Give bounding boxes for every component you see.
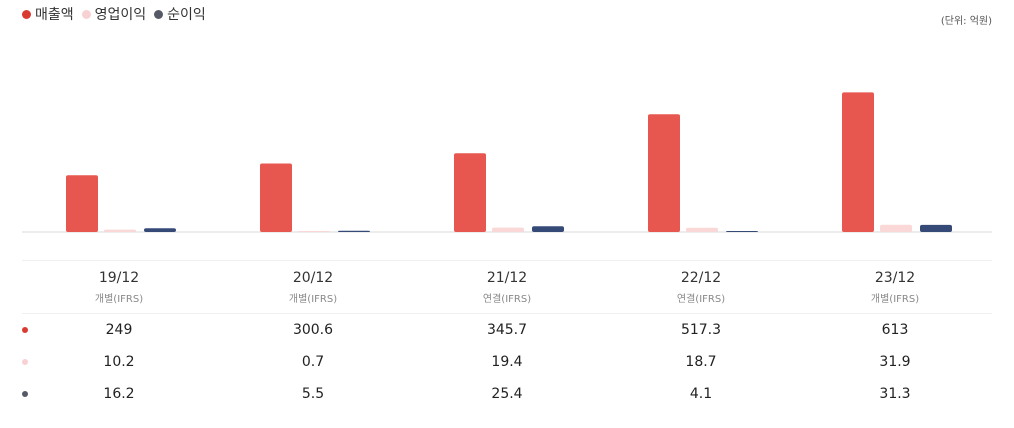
bar-0-21-12[interactable] xyxy=(454,153,486,232)
value-cell: 25.4 xyxy=(491,386,523,402)
chart-legend: 매출액 영업이익 순이익 xyxy=(22,4,206,24)
period-label: 21/12 xyxy=(486,270,528,286)
legend-label-net-income: 순이익 xyxy=(167,7,206,23)
legend-dot-revenue xyxy=(22,9,31,19)
bar-2-22-12[interactable] xyxy=(726,231,758,232)
bar-0-20-12[interactable] xyxy=(260,163,292,232)
bar-0-22-12[interactable] xyxy=(648,114,680,232)
legend-dot-net-income xyxy=(154,9,164,19)
value-row: 16.2 5.5 25.4 4.1 31.3 xyxy=(22,378,992,410)
bar-1-19-12[interactable] xyxy=(104,229,136,232)
period-label: 23/12 xyxy=(874,270,916,286)
period-header: 23/12 개별(IFRS) xyxy=(798,261,992,313)
value-cell: 10.2 xyxy=(103,354,135,370)
period-header: 21/12 연결(IFRS) xyxy=(410,261,604,313)
bar-2-19-12[interactable] xyxy=(144,228,176,232)
legend-item-revenue[interactable]: 매출액 xyxy=(22,4,74,24)
bar-0-23-12[interactable] xyxy=(842,92,874,233)
row-dot-icon xyxy=(22,359,28,365)
legend-dot-operating-profit xyxy=(81,9,91,19)
value-cell: 0.7 xyxy=(301,354,325,370)
legend-label-operating-profit: 영업이익 xyxy=(94,7,147,23)
period-label: 19/12 xyxy=(98,270,140,286)
period-label: 20/12 xyxy=(292,270,334,286)
legend-item-operating-profit[interactable]: 영업이익 xyxy=(81,4,147,24)
value-cell: 16.2 xyxy=(103,386,135,402)
basis-label: 개별(IFRS) xyxy=(288,294,338,305)
basis-label: 개별(IFRS) xyxy=(870,294,920,305)
period-header-row: 19/12 개별(IFRS) 20/12 개별(IFRS) 21/12 연결(IFRS) 2… xyxy=(22,260,992,314)
bar-2-21-12[interactable] xyxy=(532,226,564,232)
basis-label: 연결(IFRS) xyxy=(482,294,532,305)
basis-label: 연결(IFRS) xyxy=(676,294,726,305)
bar-1-20-12[interactable] xyxy=(298,231,330,232)
value-rows: 249 300.6 345.7 517.3 613 10.2 0.7 19.4 18.7 31.9… xyxy=(22,314,992,410)
value-cell: 249 xyxy=(105,322,133,338)
value-cell: 613 xyxy=(881,322,909,338)
value-cell: 300.6 xyxy=(292,322,334,338)
period-header: 20/12 개별(IFRS) xyxy=(216,261,410,313)
value-cell: 5.5 xyxy=(301,386,325,402)
period-label: 22/12 xyxy=(680,270,722,286)
basis-label: 개별(IFRS) xyxy=(94,294,144,305)
value-cell: 31.3 xyxy=(879,386,911,402)
bar-1-21-12[interactable] xyxy=(492,227,524,232)
value-cell: 19.4 xyxy=(491,354,523,370)
legend-item-net-income[interactable]: 순이익 xyxy=(154,4,206,24)
bar-1-22-12[interactable] xyxy=(686,227,718,232)
bar-2-23-12[interactable] xyxy=(920,224,952,232)
row-dot-icon xyxy=(22,327,28,333)
unit-label: (단위: 억원) xyxy=(940,16,992,27)
bar-2-20-12[interactable] xyxy=(338,230,370,232)
bar-chart xyxy=(22,92,992,233)
value-cell: 517.3 xyxy=(680,322,722,338)
value-row: 249 300.6 345.7 517.3 613 xyxy=(22,314,992,346)
row-dot-icon xyxy=(22,391,28,397)
bar-1-23-12[interactable] xyxy=(880,224,912,232)
period-header: 22/12 연결(IFRS) xyxy=(604,261,798,313)
bar-0-19-12[interactable] xyxy=(66,175,98,232)
value-cell: 31.9 xyxy=(879,354,911,370)
value-cell: 18.7 xyxy=(685,354,717,370)
legend-label-revenue: 매출액 xyxy=(35,7,74,23)
data-table: 19/12 개별(IFRS) 20/12 개별(IFRS) 21/12 연결(IFRS) 2… xyxy=(22,260,992,410)
period-header: 19/12 개별(IFRS) xyxy=(22,261,216,313)
value-cell: 4.1 xyxy=(689,386,713,402)
value-row: 10.2 0.7 19.4 18.7 31.9 xyxy=(22,346,992,378)
value-cell: 345.7 xyxy=(486,322,528,338)
